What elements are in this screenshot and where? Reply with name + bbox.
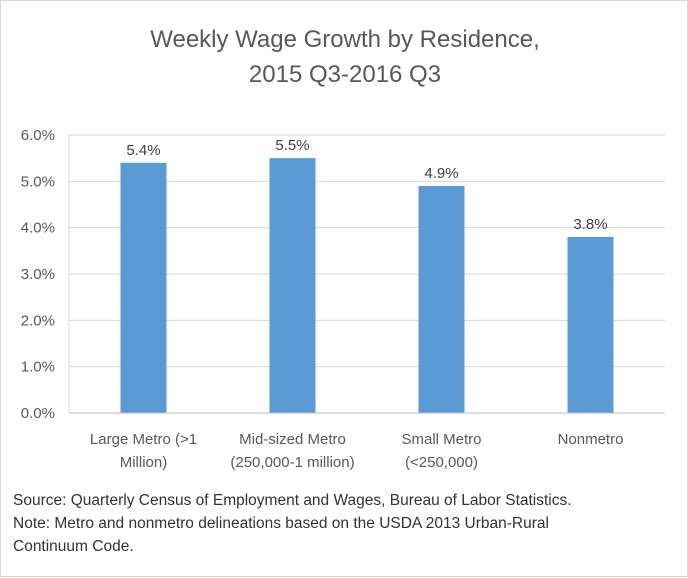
x-tick-label-4: Nonmetro bbox=[558, 431, 624, 448]
chart-title-line-1: Weekly Wage Growth by Residence, bbox=[150, 26, 540, 53]
data-label-1: 5.4% bbox=[126, 142, 160, 159]
delineation-note: Note: Metro and nonmetro delineations ba… bbox=[13, 515, 549, 532]
y-tick-label: 5.0% bbox=[21, 173, 55, 190]
bar-1 bbox=[120, 162, 167, 413]
data-label-3: 4.9% bbox=[424, 165, 458, 182]
y-tick-label: 1.0% bbox=[21, 359, 55, 376]
data-label-4: 3.8% bbox=[573, 216, 607, 233]
y-tick-label: 3.0% bbox=[21, 266, 55, 283]
source-note: Source: Quarterly Census of Employment a… bbox=[13, 492, 572, 509]
bar-3 bbox=[418, 185, 465, 413]
x-tick-label-3: (<250,000) bbox=[405, 454, 478, 471]
data-label-2: 5.5% bbox=[275, 137, 309, 154]
y-tick-label: 4.0% bbox=[21, 220, 55, 237]
bar-2 bbox=[269, 158, 316, 413]
y-tick-label: 2.0% bbox=[21, 312, 55, 329]
bar-4 bbox=[567, 236, 614, 413]
x-tick-label-1: Million) bbox=[120, 454, 168, 471]
y-tick-label: 0.0% bbox=[21, 405, 55, 422]
chart-footnote: Source: Quarterly Census of Employment a… bbox=[13, 489, 673, 558]
x-tick-label-1: Large Metro (>1 bbox=[90, 431, 197, 448]
delineation-note-continued: Continuum Code. bbox=[13, 538, 134, 555]
y-tick-label: 6.0% bbox=[21, 127, 55, 144]
x-tick-label-3: Small Metro bbox=[401, 431, 481, 448]
x-tick-label-2: Mid-sized Metro bbox=[239, 431, 346, 448]
chart-title-line-2: 2015 Q3-2016 Q3 bbox=[249, 61, 441, 88]
x-tick-label-2: (250,000-1 million) bbox=[230, 454, 354, 471]
